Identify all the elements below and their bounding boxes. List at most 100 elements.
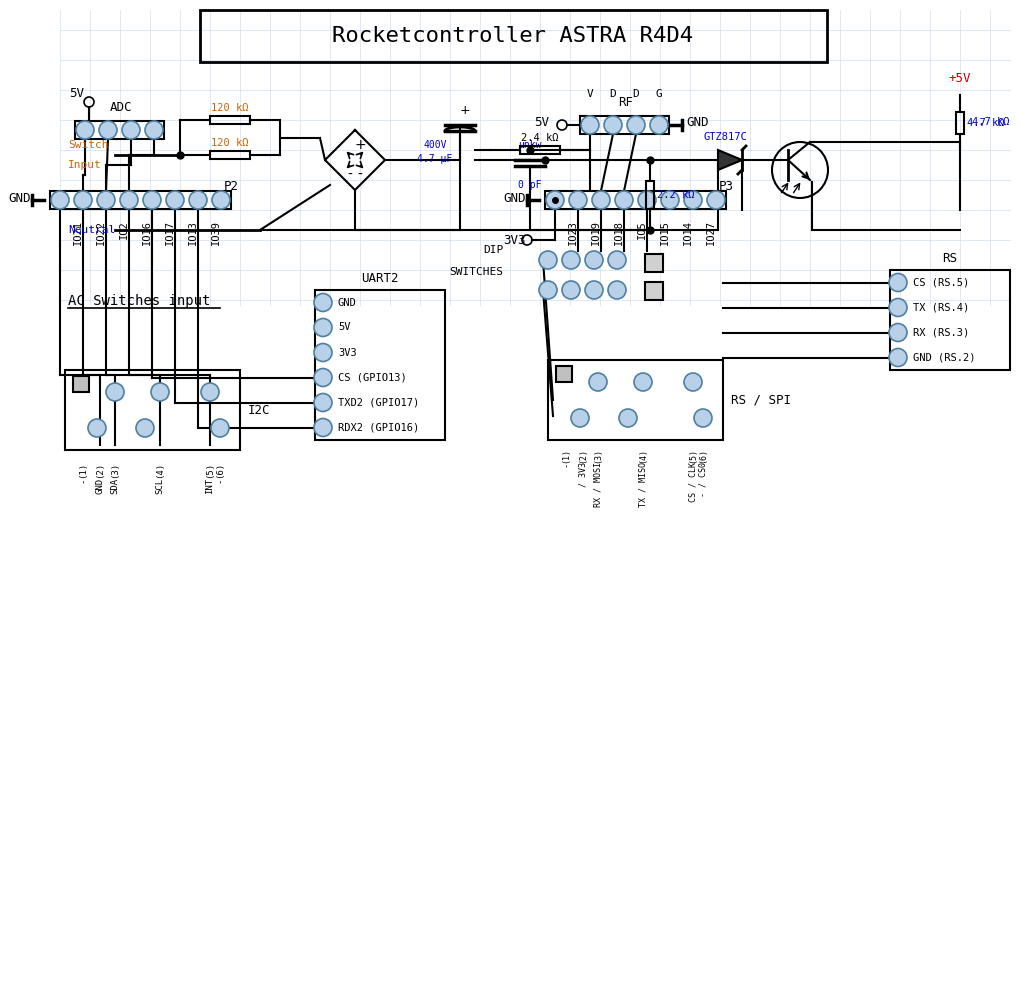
- Text: P2: P2: [224, 180, 239, 192]
- Circle shape: [634, 373, 652, 391]
- Text: 400V: 400V: [423, 140, 447, 150]
- Text: 4.7 kΩ: 4.7 kΩ: [967, 117, 1004, 127]
- Bar: [646, 181, 654, 209]
- Text: IO21: IO21: [73, 220, 83, 245]
- Circle shape: [211, 419, 229, 437]
- Text: -: -: [347, 168, 352, 182]
- Circle shape: [539, 251, 557, 269]
- Text: IO39: IO39: [211, 220, 221, 245]
- Circle shape: [99, 121, 117, 139]
- Text: - / CS0: - / CS0: [698, 462, 708, 497]
- Text: (4): (4): [155, 462, 164, 478]
- Text: (3): (3): [111, 462, 119, 478]
- Text: (2): (2): [578, 448, 587, 463]
- Text: RDX2 (GPIO16): RDX2 (GPIO16): [338, 422, 419, 432]
- Circle shape: [74, 191, 92, 209]
- Text: 120 kΩ: 120 kΩ: [212, 103, 249, 113]
- Circle shape: [589, 373, 607, 391]
- Circle shape: [106, 383, 124, 401]
- Text: CS / CLK: CS / CLK: [688, 462, 697, 502]
- Circle shape: [619, 409, 637, 427]
- Text: -: -: [357, 168, 363, 182]
- Bar: [580, 116, 669, 134]
- Text: (1): (1): [78, 462, 87, 478]
- Text: G: G: [655, 89, 662, 99]
- Text: CS (GPIO13): CS (GPIO13): [338, 372, 407, 382]
- Text: TX (RS.4): TX (RS.4): [913, 302, 969, 312]
- Text: SCL: SCL: [155, 478, 164, 494]
- Text: GND: GND: [96, 478, 105, 494]
- Text: V: V: [586, 89, 594, 99]
- Circle shape: [212, 191, 230, 209]
- Text: Input: Input: [68, 160, 102, 170]
- Circle shape: [889, 349, 907, 366]
- Text: +: +: [354, 138, 366, 152]
- Circle shape: [151, 383, 169, 401]
- Text: 4.7 µF: 4.7 µF: [417, 154, 453, 164]
- Circle shape: [166, 191, 184, 209]
- Circle shape: [661, 191, 679, 209]
- Circle shape: [136, 419, 154, 437]
- Circle shape: [585, 281, 603, 299]
- Text: 5V: 5V: [338, 322, 350, 332]
- Text: Rocketcontroller ASTRA R4D4: Rocketcontroller ASTRA R4D4: [333, 26, 693, 46]
- Text: IO27: IO27: [706, 220, 716, 245]
- Circle shape: [546, 191, 564, 209]
- Bar: [520, 146, 560, 154]
- Text: +: +: [460, 104, 470, 117]
- Text: -: -: [78, 478, 87, 483]
- Bar: [556, 366, 572, 382]
- Circle shape: [684, 373, 702, 391]
- Text: 3V3: 3V3: [338, 348, 356, 358]
- Bar: [50, 191, 231, 209]
- Circle shape: [684, 191, 702, 209]
- Text: SWITCHES: SWITCHES: [449, 267, 503, 277]
- Text: CS (RS.5): CS (RS.5): [913, 277, 969, 288]
- Circle shape: [585, 251, 603, 269]
- Text: AC Switches input: AC Switches input: [68, 294, 211, 308]
- Bar: [645, 254, 663, 272]
- Circle shape: [314, 294, 332, 312]
- Text: 0 pF: 0 pF: [519, 180, 542, 190]
- Text: DIP: DIP: [483, 245, 503, 255]
- Circle shape: [51, 191, 69, 209]
- Text: / 3V3: / 3V3: [578, 462, 587, 487]
- Bar: [65, 370, 240, 450]
- Circle shape: [694, 409, 712, 427]
- Text: IO17: IO17: [165, 220, 175, 245]
- Circle shape: [615, 191, 633, 209]
- Bar: [315, 290, 445, 440]
- Text: GND: GND: [8, 192, 31, 205]
- Text: GND: GND: [503, 192, 526, 205]
- Text: IO13: IO13: [188, 220, 198, 245]
- Circle shape: [608, 251, 626, 269]
- Text: IO19: IO19: [591, 220, 601, 245]
- Text: IO14: IO14: [683, 220, 693, 245]
- Circle shape: [314, 318, 332, 336]
- Text: IO5: IO5: [637, 220, 647, 239]
- Circle shape: [707, 191, 725, 209]
- Text: D: D: [610, 89, 616, 99]
- Bar: [890, 270, 1010, 370]
- Text: 4.7 kΩ: 4.7 kΩ: [972, 117, 1010, 127]
- Circle shape: [122, 121, 140, 139]
- Circle shape: [145, 121, 163, 139]
- Circle shape: [88, 419, 106, 437]
- Text: GTZ817C: GTZ817C: [703, 132, 747, 142]
- Text: (4): (4): [639, 448, 647, 463]
- Text: 2.2 kΩ: 2.2 kΩ: [657, 190, 694, 200]
- Circle shape: [562, 251, 580, 269]
- Text: 5V: 5V: [70, 87, 84, 100]
- Circle shape: [314, 368, 332, 386]
- Text: IO23: IO23: [568, 220, 578, 245]
- Circle shape: [539, 281, 557, 299]
- Text: RX (RS.3): RX (RS.3): [913, 328, 969, 338]
- Circle shape: [143, 191, 161, 209]
- Bar: [73, 376, 89, 392]
- Text: -: -: [216, 478, 225, 483]
- Text: Switch: Switch: [68, 140, 109, 150]
- Circle shape: [314, 344, 332, 361]
- Text: RF: RF: [618, 96, 634, 109]
- Text: 5V: 5V: [534, 116, 549, 129]
- Circle shape: [608, 281, 626, 299]
